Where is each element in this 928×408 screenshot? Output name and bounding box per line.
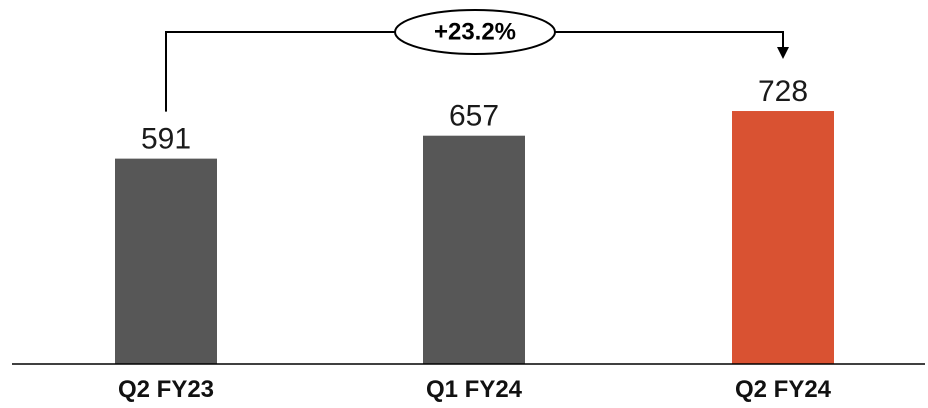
category-label: Q1 FY24: [426, 376, 523, 403]
value-label: 591: [141, 123, 191, 156]
category-label: Q2 FY23: [118, 376, 214, 403]
growth-badge-label: +23.2%: [434, 18, 516, 45]
value-label: 728: [758, 75, 808, 108]
growth-annotation: +23.2%: [165, 9, 789, 112]
growth-arrowhead: [777, 47, 789, 60]
growth-badge: [394, 9, 556, 55]
category-label: Q2 FY24: [735, 376, 832, 403]
category-labels-group: Q2 FY23 Q1 FY24 Q2 FY24: [118, 376, 832, 403]
bars-group: [115, 111, 834, 365]
value-label: 657: [449, 100, 499, 133]
value-labels-group: 591 657 728: [141, 75, 808, 156]
bar-q2-fy23: [115, 158, 217, 364]
bar-q1-fy24: [423, 135, 525, 364]
bar-q2-fy24: [732, 111, 834, 365]
